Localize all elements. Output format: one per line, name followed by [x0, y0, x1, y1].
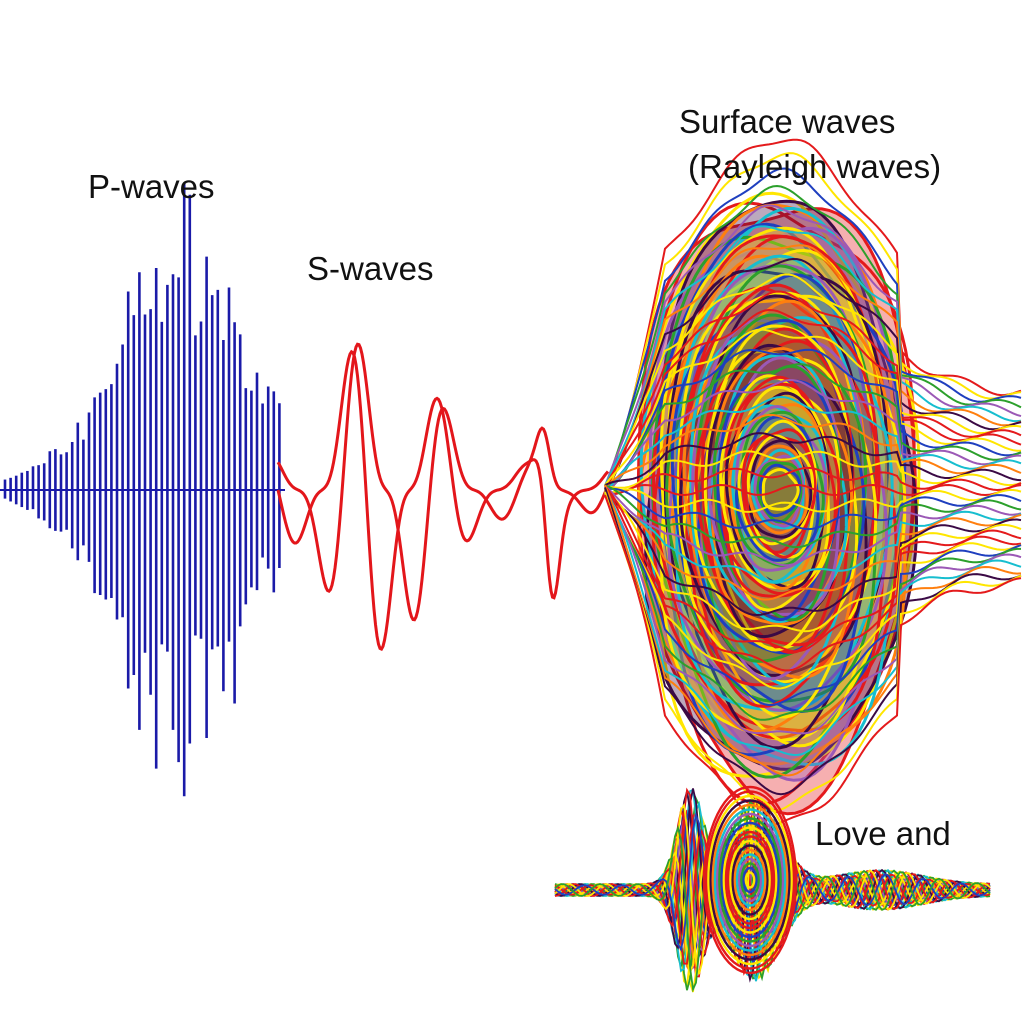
rayleigh-strand	[604, 487, 1022, 531]
rayleigh-strand	[604, 483, 1022, 497]
rayleigh-strand	[604, 484, 1022, 549]
love-loop	[718, 817, 782, 943]
rayleigh-loop	[678, 294, 868, 677]
rayleigh-loop	[682, 291, 878, 684]
love-loop	[724, 830, 776, 930]
rayleigh-strand	[604, 493, 1022, 601]
rayleigh-strand	[604, 486, 1022, 757]
love-loop	[733, 848, 767, 912]
rayleigh-strand	[604, 204, 1022, 487]
rayleigh-strand	[604, 450, 1022, 489]
s-wave-trace	[276, 349, 610, 652]
s-wave-group	[276, 342, 610, 652]
rayleigh-strand	[604, 413, 1022, 489]
rayleigh-waves-label: (Rayleigh waves)	[688, 148, 941, 185]
s-waves-label: S-waves	[307, 250, 434, 287]
rayleigh-strand	[604, 487, 1022, 796]
p-waves-label: P-waves	[88, 168, 215, 205]
rayleigh-strand	[604, 152, 1022, 495]
rayleigh-strand	[604, 484, 1022, 777]
love-loop	[744, 871, 756, 889]
love-loop	[731, 844, 769, 916]
love-loop	[711, 803, 789, 957]
rayleigh-strand	[604, 491, 1022, 813]
rayleigh-strand	[604, 485, 1022, 653]
rayleigh-strand	[604, 257, 1022, 495]
love-loop	[735, 853, 765, 907]
p-wave-group	[0, 183, 285, 797]
rayleigh-strand	[604, 491, 1022, 735]
love-loop	[740, 862, 760, 898]
rayleigh-strand	[604, 138, 1022, 492]
rayleigh-strand	[604, 489, 1022, 584]
love-loop	[720, 821, 780, 939]
rayleigh-strand	[604, 395, 1022, 494]
rayleigh-strand	[604, 363, 1022, 494]
love-loop	[729, 839, 771, 921]
rayleigh-strand	[604, 184, 1022, 491]
rayleigh-strand	[604, 244, 1022, 490]
rayleigh-strand	[604, 493, 1022, 617]
love-loop	[716, 812, 785, 948]
rayleigh-strand	[604, 432, 1022, 486]
love-loop	[727, 835, 774, 925]
rayleigh-strand	[604, 494, 1022, 827]
rayleigh-strand	[604, 494, 1021, 721]
love-waves-label: Love and	[815, 815, 951, 852]
love-loop	[702, 785, 798, 975]
rayleigh-strand	[604, 466, 1022, 494]
rayleigh-strand	[604, 348, 1022, 489]
rayleigh-strand	[604, 273, 1022, 496]
rayleigh-wave-group	[604, 138, 1022, 827]
rayleigh-loop	[758, 463, 802, 518]
rayleigh-strand	[604, 492, 1022, 707]
s-wave-trace	[276, 342, 610, 622]
rayleigh-loop	[716, 379, 841, 622]
surface-waves-label: Surface waves	[679, 103, 895, 140]
rayleigh-loop	[729, 403, 829, 591]
love-loop	[705, 790, 796, 970]
rayleigh-strand	[604, 489, 1022, 633]
rayleigh-loop	[676, 294, 879, 719]
rayleigh-loop	[712, 364, 843, 622]
rayleigh-strand	[604, 290, 1022, 492]
love-loop	[709, 799, 791, 961]
love-loop	[707, 794, 793, 966]
rayleigh-strand	[604, 308, 1022, 488]
love-loop	[713, 808, 787, 952]
love-loop	[742, 866, 758, 894]
rayleigh-strand	[604, 167, 1022, 495]
love-wave-group	[554, 785, 991, 993]
rayleigh-strand	[604, 378, 1021, 496]
love-loop	[738, 857, 763, 903]
rayleigh-loop	[651, 234, 898, 740]
rayleigh-strand	[604, 488, 1022, 690]
rayleigh-strand	[604, 488, 1022, 513]
rayleigh-loop	[703, 349, 853, 652]
love-strand	[554, 799, 991, 993]
love-loop	[722, 826, 778, 934]
